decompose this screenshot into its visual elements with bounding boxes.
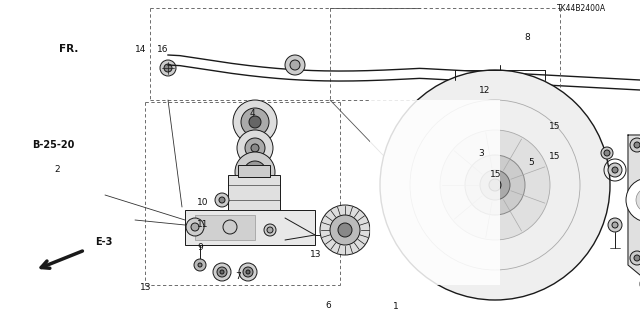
Text: 4: 4 [250, 109, 255, 118]
Text: B-25-20: B-25-20 [32, 140, 74, 150]
Circle shape [239, 263, 257, 281]
Circle shape [604, 150, 610, 156]
Circle shape [215, 193, 229, 207]
Circle shape [213, 263, 231, 281]
Text: 1: 1 [393, 302, 398, 311]
Circle shape [608, 218, 622, 232]
Bar [370, 100, 500, 285]
Circle shape [320, 205, 370, 255]
Text: 8: 8 [525, 33, 531, 42]
Text: 15: 15 [549, 152, 561, 161]
Circle shape [217, 267, 227, 277]
Text: 15: 15 [549, 122, 561, 131]
Circle shape [235, 152, 275, 192]
Text: E-3: E-3 [95, 237, 112, 247]
Polygon shape [628, 135, 640, 275]
Circle shape [440, 130, 550, 240]
Circle shape [480, 170, 510, 200]
Text: 3: 3 [479, 149, 484, 158]
Text: 10: 10 [197, 198, 209, 207]
Circle shape [465, 155, 525, 215]
Circle shape [244, 161, 266, 183]
Text: TK44B2400A: TK44B2400A [557, 4, 606, 13]
Text: 13: 13 [140, 283, 151, 292]
Circle shape [241, 108, 269, 136]
Circle shape [160, 60, 176, 76]
Bar [238, 165, 270, 177]
Circle shape [601, 147, 613, 159]
Text: 2: 2 [54, 165, 60, 174]
Circle shape [164, 64, 172, 72]
Circle shape [194, 259, 206, 271]
Circle shape [290, 60, 300, 70]
Circle shape [612, 222, 618, 228]
Text: 5: 5 [528, 158, 534, 167]
Circle shape [380, 70, 610, 300]
Circle shape [608, 163, 622, 177]
Circle shape [198, 263, 202, 267]
Circle shape [634, 142, 640, 148]
Circle shape [186, 218, 204, 236]
Circle shape [267, 227, 273, 233]
Text: 12: 12 [479, 86, 490, 95]
Circle shape [233, 100, 277, 144]
Circle shape [489, 179, 501, 191]
Circle shape [249, 116, 261, 128]
Text: 6: 6 [325, 301, 331, 310]
Circle shape [191, 223, 199, 231]
Circle shape [612, 167, 618, 173]
Text: 16: 16 [157, 45, 169, 54]
Circle shape [285, 55, 305, 75]
Circle shape [496, 78, 504, 86]
Text: 11: 11 [197, 220, 209, 229]
Circle shape [492, 74, 508, 90]
Bar [185, 210, 315, 245]
Bar [195, 215, 255, 240]
Circle shape [338, 223, 352, 237]
Circle shape [630, 251, 640, 265]
Text: FR.: FR. [59, 44, 78, 55]
Circle shape [634, 255, 640, 261]
Circle shape [251, 144, 259, 152]
Text: 7: 7 [236, 272, 241, 281]
Circle shape [250, 167, 260, 177]
Circle shape [264, 224, 276, 236]
Circle shape [626, 178, 640, 222]
Circle shape [630, 138, 640, 152]
Circle shape [223, 220, 237, 234]
Text: 14: 14 [135, 45, 147, 54]
Circle shape [636, 188, 640, 212]
Circle shape [330, 215, 360, 245]
Bar [228, 175, 280, 217]
Circle shape [220, 270, 224, 274]
Circle shape [243, 267, 253, 277]
Circle shape [245, 138, 265, 158]
Circle shape [246, 270, 250, 274]
Circle shape [219, 197, 225, 203]
Circle shape [237, 130, 273, 166]
Text: 13: 13 [310, 250, 322, 259]
Text: 15: 15 [490, 170, 501, 179]
Text: 9: 9 [197, 243, 203, 252]
